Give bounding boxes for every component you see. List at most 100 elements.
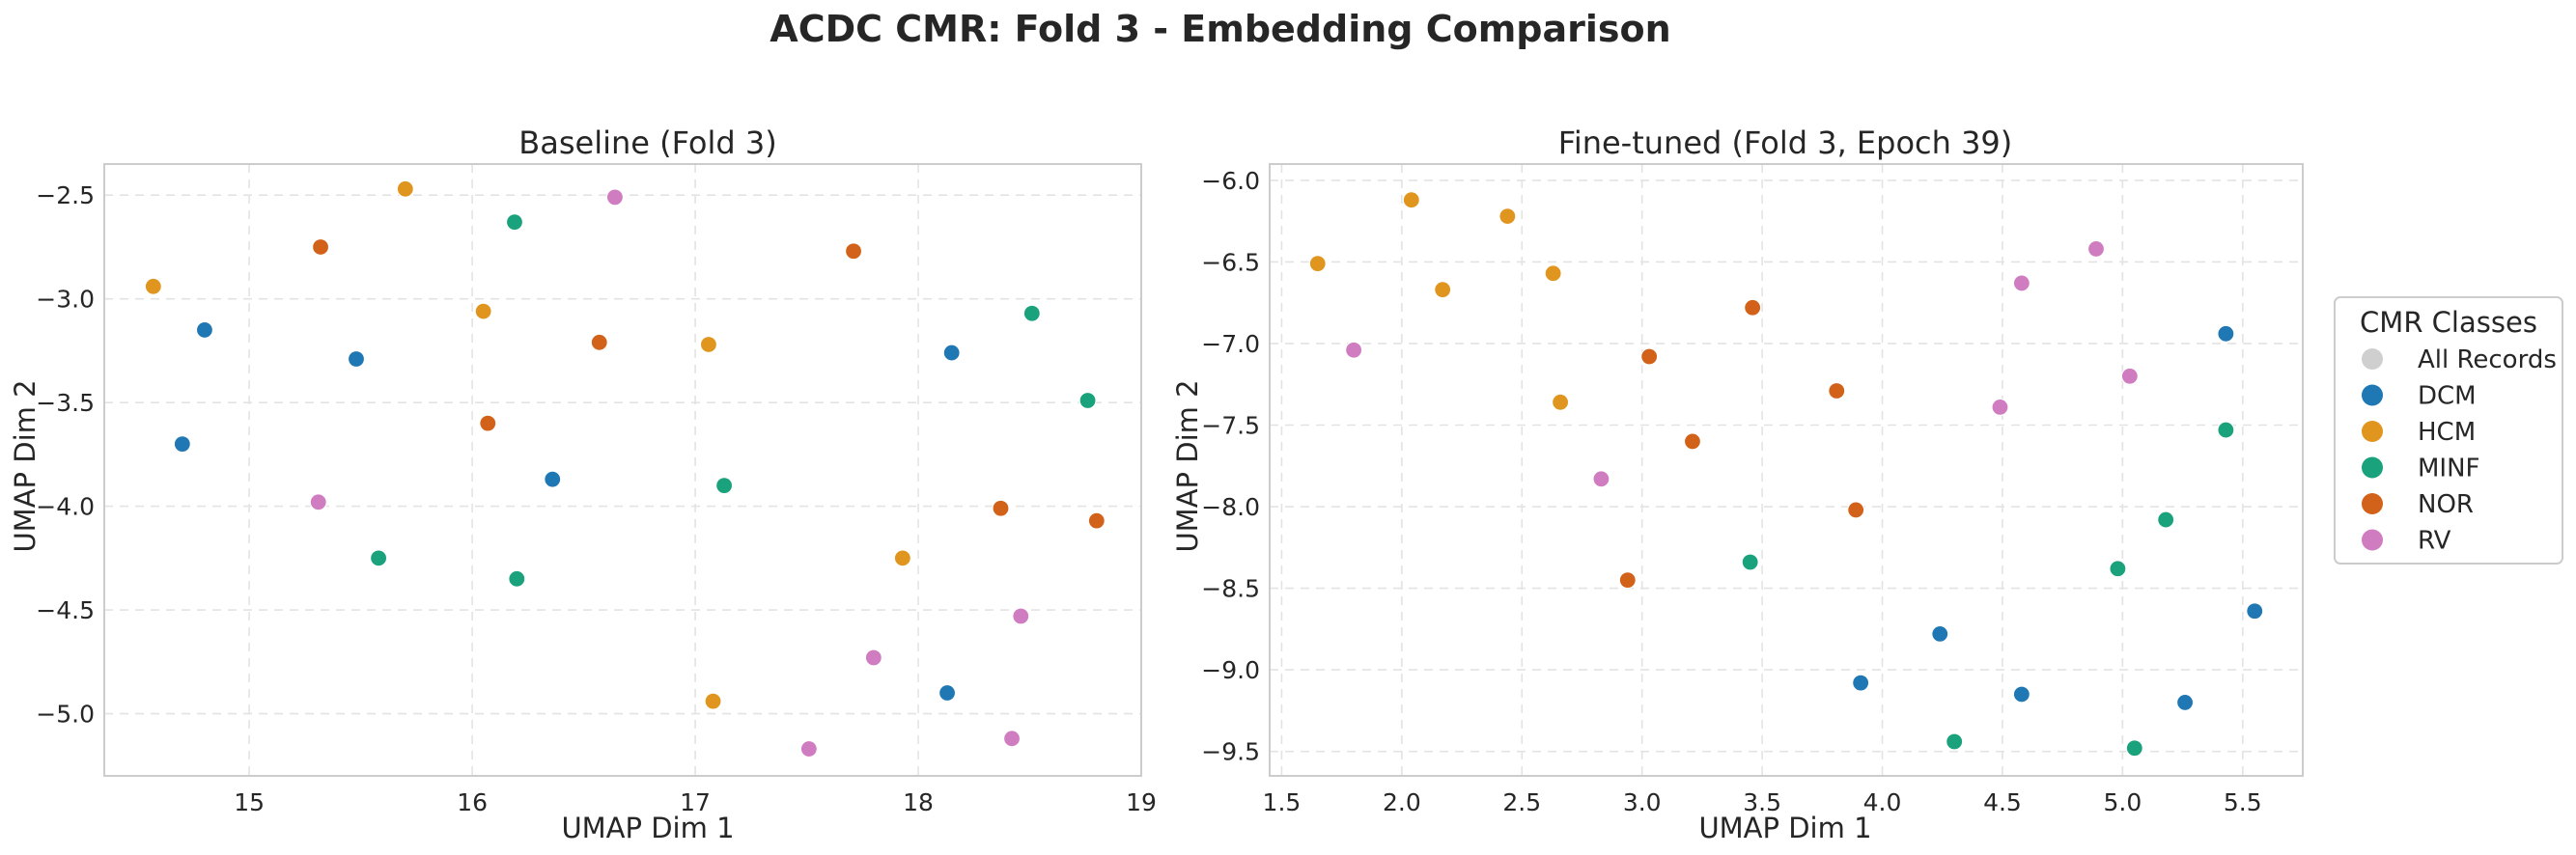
baseline-x-tick-label: 16 <box>457 788 488 816</box>
baseline-y-tick-label: −4.0 <box>36 493 95 521</box>
finetuned-y-tick-label: −7.0 <box>1201 330 1260 358</box>
baseline-point-hcm <box>893 549 911 567</box>
finetuned-point-nor <box>1618 571 1637 590</box>
finetuned-point-dcm <box>2012 685 2030 703</box>
finetuned-x-tick-label: 1.5 <box>1263 788 1302 816</box>
baseline-point-dcm <box>942 344 961 362</box>
baseline-point-hcm <box>704 692 722 710</box>
baseline-point-hcm <box>144 277 162 295</box>
finetuned-x-tick-label: 4.5 <box>1983 788 2022 816</box>
finetuned-point-nor <box>1847 501 1865 519</box>
baseline-x-tick-label: 17 <box>680 788 711 816</box>
baseline-point-minf <box>508 569 526 588</box>
finetuned-x-tick-label: 2.0 <box>1383 788 1421 816</box>
baseline-point-nor <box>590 333 608 351</box>
finetuned-point-nor <box>1683 432 1702 451</box>
legend-marker-hcm <box>2362 421 2383 442</box>
finetuned-point-hcm <box>1498 207 1517 226</box>
finetuned-point-dcm <box>2246 602 2264 621</box>
legend-label-nor: NOR <box>2418 490 2474 519</box>
finetuned-x-tick-label: 5.0 <box>2103 788 2142 816</box>
baseline-point-nor <box>311 237 330 257</box>
finetuned-point-hcm <box>1402 191 1420 209</box>
finetuned-point-minf <box>1741 553 1759 571</box>
baseline-x-tick-label: 15 <box>234 788 265 816</box>
baseline-point-dcm <box>173 435 191 454</box>
finetuned-point-hcm <box>1308 255 1327 273</box>
finetuned-point-dcm <box>2175 693 2195 712</box>
baseline-point-nor <box>992 499 1010 517</box>
legend-frame <box>2334 296 2563 565</box>
baseline-y-tick-label: −5.0 <box>36 701 95 729</box>
finetuned-x-tick-label: 4.0 <box>1863 788 1902 816</box>
baseline-point-nor <box>479 414 497 432</box>
baseline-point-rv <box>864 648 882 667</box>
baseline-y-axis-label: UMAP Dim 2 <box>9 379 42 552</box>
finetuned-point-rv <box>1592 470 1610 488</box>
finetuned-point-minf <box>2157 510 2175 529</box>
finetuned-y-tick-label: −8.0 <box>1201 493 1260 521</box>
legend-label-all-records: All Records <box>2418 345 2557 374</box>
legend-marker-rv <box>2362 529 2383 551</box>
legend-title: CMR Classes <box>2360 306 2537 339</box>
baseline-point-hcm <box>699 335 718 354</box>
baseline-plot-frame <box>103 163 1142 777</box>
baseline-y-tick-label: −3.5 <box>36 389 95 417</box>
finetuned-y-tick-label: −7.5 <box>1201 412 1260 440</box>
finetuned-point-rv <box>2120 367 2139 385</box>
baseline-y-tick-label: −4.5 <box>36 596 95 624</box>
finetuned-point-minf <box>1946 732 1964 751</box>
finetuned-x-axis-label: UMAP Dim 1 <box>1698 812 1871 844</box>
baseline-point-rv <box>799 739 818 758</box>
finetuned-point-rv <box>1991 398 2009 417</box>
baseline-panel: Baseline (Fold 3) UMAP Dim 1 UMAP Dim 2 … <box>9 124 1157 844</box>
finetuned-point-minf <box>2109 560 2127 578</box>
finetuned-x-tick-label: 5.5 <box>2224 788 2262 816</box>
finetuned-point-dcm <box>1931 624 1949 644</box>
finetuned-y-tick-label: −9.5 <box>1201 738 1260 766</box>
finetuned-point-minf <box>2125 739 2143 758</box>
baseline-x-tick-label: 19 <box>1126 788 1157 816</box>
baseline-point-dcm <box>938 683 957 703</box>
finetuned-point-rv <box>2086 239 2106 259</box>
finetuned-point-nor <box>1828 381 1846 400</box>
baseline-point-nor <box>1087 511 1106 530</box>
legend-label-rv: RV <box>2418 527 2451 556</box>
legend-label-dcm: DCM <box>2418 382 2477 411</box>
baseline-point-minf <box>714 477 734 495</box>
baseline-x-tick-label: 18 <box>903 788 934 816</box>
figure-title: ACDC CMR: Fold 3 - Embedding Comparison <box>770 8 1670 50</box>
finetuned-point-rv <box>2012 274 2030 292</box>
finetuned-point-nor <box>1744 298 1762 317</box>
legend-label-minf: MINF <box>2418 455 2480 483</box>
baseline-y-tick-label: −2.5 <box>36 181 95 209</box>
finetuned-panel: Fine-tuned (Fold 3, Epoch 39) UMAP Dim 1… <box>1171 124 2304 844</box>
baseline-point-minf <box>369 549 388 567</box>
finetuned-y-axis-label: UMAP Dim 2 <box>1171 379 1204 552</box>
finetuned-x-tick-label: 3.0 <box>1623 788 1662 816</box>
finetuned-point-minf <box>2217 421 2235 439</box>
baseline-point-rv <box>309 493 327 511</box>
finetuned-x-tick-label: 3.5 <box>1743 788 1781 816</box>
baseline-point-nor <box>844 242 863 261</box>
legend-marker-minf <box>2362 456 2383 479</box>
finetuned-point-hcm <box>1551 393 1570 411</box>
legend-label-hcm: HCM <box>2418 418 2476 447</box>
legend-marker-all-records <box>2362 348 2383 370</box>
finetuned-panel-title: Fine-tuned (Fold 3, Epoch 39) <box>1558 124 2013 161</box>
finetuned-x-tick-label: 2.5 <box>1502 788 1541 816</box>
finetuned-point-rv <box>1344 341 1363 359</box>
finetuned-point-dcm <box>1852 674 1870 692</box>
baseline-point-rv <box>1002 730 1022 748</box>
baseline-point-rv <box>605 188 625 207</box>
legend-marker-nor <box>2362 493 2383 514</box>
baseline-point-hcm <box>396 179 414 198</box>
baseline-point-minf <box>1078 391 1097 410</box>
baseline-point-dcm <box>195 320 214 340</box>
baseline-point-dcm <box>544 470 562 488</box>
baseline-point-rv <box>1012 607 1030 625</box>
legend-marker-dcm <box>2362 384 2383 406</box>
legend: CMR Classes All Records DCM HCM MINF NOR RV <box>2334 296 2563 565</box>
baseline-y-tick-label: −3.0 <box>36 286 95 314</box>
